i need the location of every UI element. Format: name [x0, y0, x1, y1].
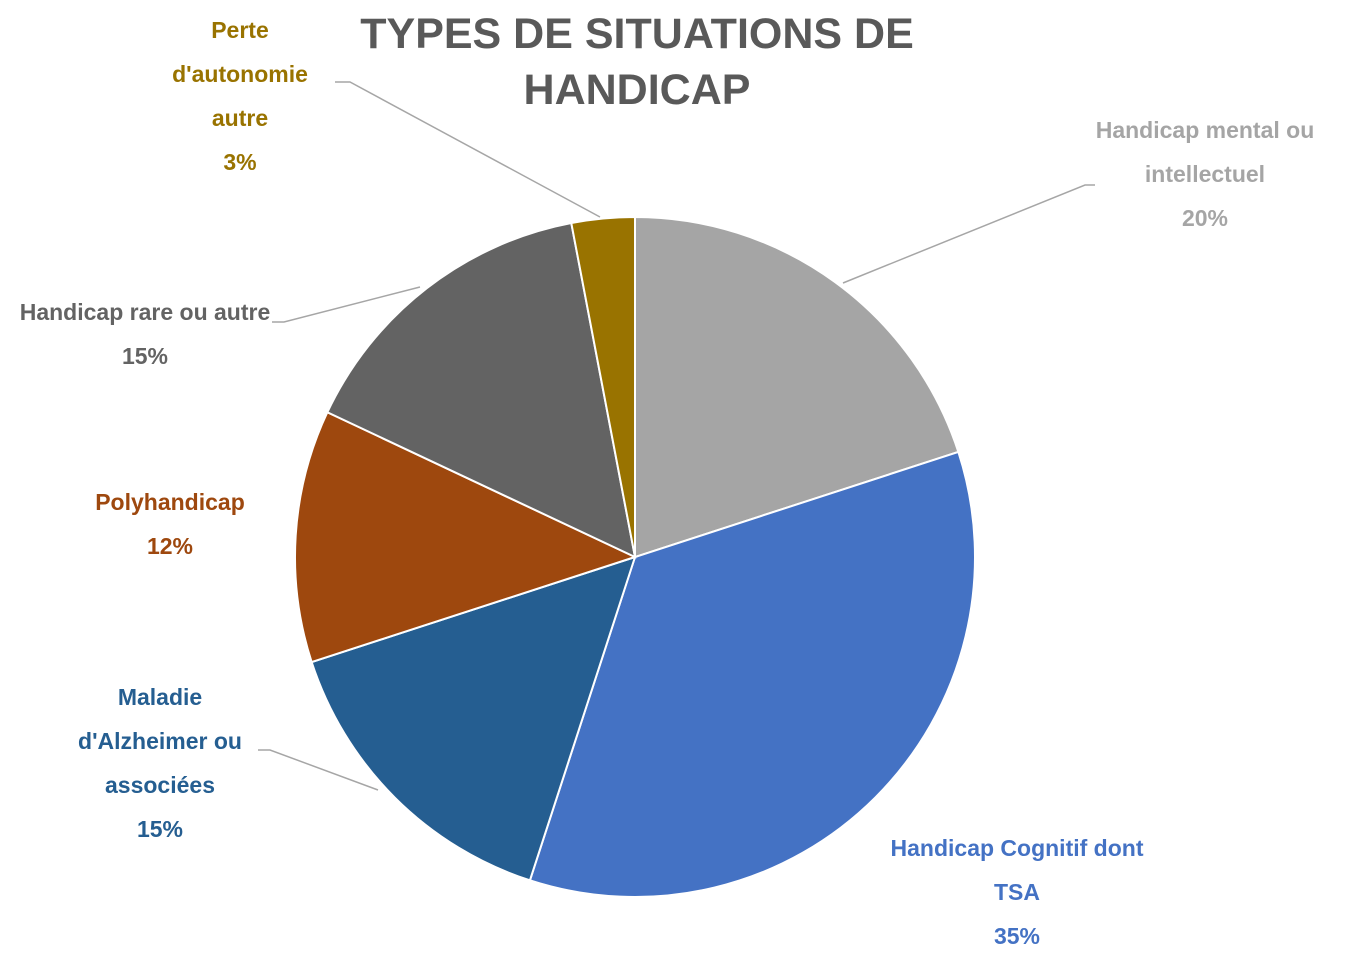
pie-slice: [310, 555, 637, 882]
leader-line: [258, 749, 379, 791]
data-label: Handicap Cognitif dont TSA 35%: [877, 826, 1157, 958]
leader-line: [272, 286, 421, 323]
pie-slice: [326, 221, 637, 559]
chart-title: TYPES DE SITUATIONS DE HANDICAP: [360, 10, 914, 114]
data-label: Handicap mental ou intellectuel 20%: [1085, 108, 1325, 240]
data-label: Maladie d'Alzheimer ou associées 15%: [50, 675, 270, 851]
pie-slice: [634, 215, 960, 559]
pie: [294, 215, 976, 898]
label-value: 15%: [136, 816, 184, 842]
label-name: Handicap Cognitif dont TSA: [890, 835, 1144, 905]
pie-slice: [528, 450, 976, 898]
label-name: Perte d'autonomie autre: [172, 17, 308, 131]
data-label: Polyhandicap 12%: [40, 480, 300, 568]
label-value: 12%: [146, 533, 194, 559]
leader-line: [842, 184, 1095, 284]
label-value: 20%: [1181, 205, 1229, 231]
label-name: Handicap rare ou autre: [19, 299, 271, 325]
label-value: 15%: [121, 343, 169, 369]
label-value: 35%: [993, 923, 1041, 949]
pie-slice: [570, 215, 636, 558]
label-name: Handicap mental ou intellectuel: [1095, 117, 1315, 187]
data-label: Handicap rare ou autre 15%: [15, 290, 275, 378]
pie-slice: [294, 410, 638, 664]
label-name: Maladie d'Alzheimer ou associées: [78, 684, 242, 798]
label-value: 3%: [223, 149, 257, 175]
label-name: Polyhandicap: [95, 489, 245, 515]
leader-line: [335, 81, 601, 218]
data-label: Perte d'autonomie autre 3%: [145, 8, 335, 184]
